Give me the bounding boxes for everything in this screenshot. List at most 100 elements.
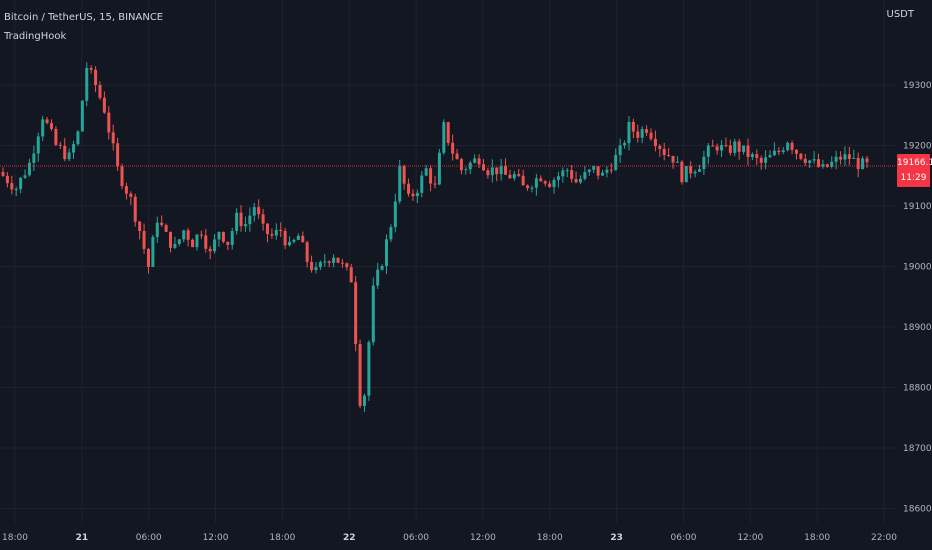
candle-body[interactable] [830,161,834,167]
candle-body[interactable] [808,160,812,163]
candle-body[interactable] [133,196,137,222]
candle-body[interactable] [94,69,98,86]
candle-body[interactable] [781,150,785,152]
candle-body[interactable] [402,165,406,184]
candle-body[interactable] [662,148,666,156]
candle-body[interactable] [596,166,600,176]
candle-body[interactable] [385,239,389,266]
candle-body[interactable] [1,172,5,176]
candle-body[interactable] [301,235,305,243]
candle-body[interactable] [292,239,296,242]
candle-body[interactable] [14,189,18,191]
candle-body[interactable] [671,155,675,163]
candle-body[interactable] [429,168,433,184]
candle-body[interactable] [32,153,36,163]
candle-body[interactable] [116,143,120,167]
candle-body[interactable] [768,155,772,158]
candle-body[interactable] [243,224,247,227]
candle-body[interactable] [173,243,177,248]
candle-body[interactable] [609,169,613,171]
candle-body[interactable] [336,257,340,263]
candle-body[interactable] [54,128,58,145]
candle-body[interactable] [614,154,618,171]
candle-body[interactable] [85,68,89,101]
candle-body[interactable] [213,239,217,252]
candle-body[interactable] [737,141,741,152]
candle-body[interactable] [142,230,146,249]
candle-body[interactable] [164,225,168,232]
candle-body[interactable] [517,174,521,176]
candle-body[interactable] [799,153,803,159]
candle-body[interactable] [437,152,441,185]
candle-body[interactable] [160,222,164,226]
candle-body[interactable] [534,178,538,188]
candle-body[interactable] [296,235,300,240]
indicator-label[interactable]: TradingHook [4,31,67,42]
candle-body[interactable] [649,132,653,139]
candle-body[interactable] [764,157,768,163]
candle-body[interactable] [358,344,362,406]
candle-body[interactable] [376,269,380,286]
candle-body[interactable] [169,231,173,248]
candle-body[interactable] [680,161,684,183]
candle-body[interactable] [812,159,816,161]
candle-body[interactable] [340,262,344,264]
candle-body[interactable] [675,161,679,163]
candle-body[interactable] [570,170,574,180]
candle-body[interactable] [504,166,508,175]
candle-body[interactable] [455,153,459,160]
candle-body[interactable] [618,145,622,155]
candle-body[interactable] [89,68,93,70]
candle-body[interactable] [345,263,349,268]
candle-body[interactable] [728,145,732,153]
candle-body[interactable] [393,201,397,228]
candle-body[interactable] [627,121,631,144]
candle-body[interactable] [777,150,781,152]
candle-body[interactable] [58,144,62,146]
candle-body[interactable] [495,167,499,175]
candle-body[interactable] [398,165,402,202]
candle-body[interactable] [80,100,84,132]
candle-body[interactable] [257,207,261,215]
candle-body[interactable] [772,150,776,156]
candle-body[interactable] [177,239,181,244]
candle-body[interactable] [526,185,530,189]
candle-body[interactable] [283,230,287,246]
candle-body[interactable] [63,145,67,160]
candle-body[interactable] [10,183,14,190]
candle-body[interactable] [415,192,419,197]
candle-body[interactable] [583,172,587,179]
candle-body[interactable] [129,193,133,197]
candle-body[interactable] [645,129,649,133]
candle-body[interactable] [794,149,798,154]
candle-body[interactable] [803,158,807,163]
candle-body[interactable] [226,241,230,245]
candle-body[interactable] [27,162,31,176]
candle-body[interactable] [539,178,543,182]
candle-body[interactable] [561,170,565,177]
candle-body[interactable] [274,229,278,236]
candle-body[interactable] [362,395,366,406]
candle-body[interactable] [407,183,411,194]
candle-body[interactable] [146,248,150,267]
candle-body[interactable] [852,157,856,159]
candle-body[interactable] [578,178,582,183]
candle-body[interactable] [182,230,186,240]
candle-body[interactable] [318,262,322,268]
candle-body[interactable] [834,156,838,162]
candle-body[interactable] [790,142,794,150]
candle-body[interactable] [512,174,516,179]
candle-body[interactable] [186,230,190,240]
candle-body[interactable] [446,122,450,143]
candle-body[interactable] [508,174,512,179]
candle-body[interactable] [667,155,671,157]
candle-body[interactable] [230,231,234,245]
candle-body[interactable] [23,175,27,178]
candle-body[interactable] [653,138,657,147]
candle-body[interactable] [843,154,847,160]
candle-body[interactable] [490,167,494,176]
candle-body[interactable] [477,158,481,165]
candle-body[interactable] [124,186,128,194]
candle-body[interactable] [847,154,851,159]
